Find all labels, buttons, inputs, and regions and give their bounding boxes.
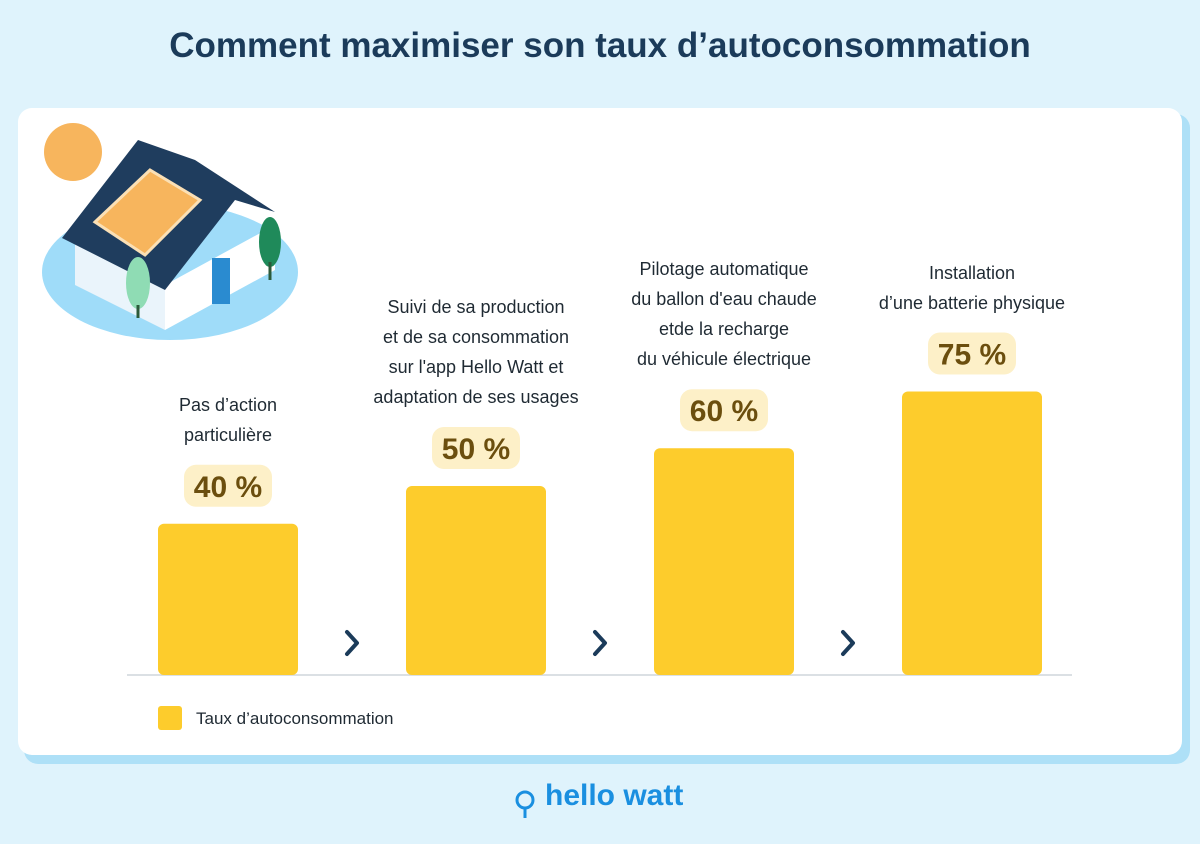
category-label: Pas d’action particulière (178, 394, 278, 445)
value-label: 40 % (194, 471, 262, 504)
value-label-bg (184, 464, 272, 507)
house-illustration (42, 123, 298, 340)
value-label: 75 % (938, 339, 1006, 372)
value-label-bg (432, 427, 520, 469)
legend-label: Taux d’autoconsommation (196, 709, 394, 728)
chart-title: Comment maximiser son taux d’autoconsomm… (169, 26, 1031, 65)
legend-swatch (158, 706, 182, 730)
category-label: Installation d’une batterie physique (878, 262, 1066, 313)
card (18, 108, 1182, 755)
bar (158, 523, 298, 675)
bar (406, 486, 546, 675)
value-label-bg (680, 389, 768, 432)
category-label: Pilotage automatique du ballon d'eau cha… (631, 259, 817, 370)
bar (654, 448, 794, 675)
brand-icon (515, 790, 535, 818)
value-label: 60 % (690, 395, 758, 428)
value-label-bg (928, 332, 1016, 375)
bar (902, 391, 1042, 675)
category-label: Suivi de sa production et de sa consomma… (373, 297, 579, 407)
brand: hello watt (545, 779, 683, 812)
arrows (345, 630, 855, 656)
value-label: 50 % (442, 433, 510, 466)
